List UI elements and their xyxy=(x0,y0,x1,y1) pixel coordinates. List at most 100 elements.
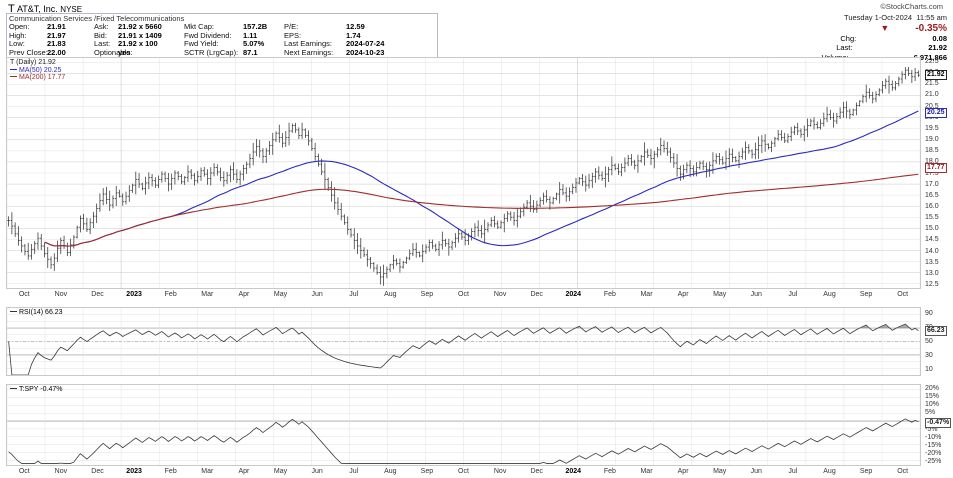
relative-strength-x-tick: May xyxy=(713,468,727,475)
quote-label: Last: xyxy=(94,39,111,49)
ma50-legend: MA(50) 20.25 xyxy=(10,67,65,75)
quote-row: Open: 21.91 xyxy=(9,22,66,32)
quote-row: Low: 21.83 xyxy=(9,39,66,49)
quote-time: 11:55 am xyxy=(916,13,947,22)
quote-value: 22.00 xyxy=(47,47,66,57)
quote-row: Last: 21.92 x 100 xyxy=(94,39,162,49)
quote-label: EPS: xyxy=(284,30,302,40)
quote-row: Prev Close:22.00 xyxy=(9,47,66,58)
relative-strength-x-tick: Apr xyxy=(238,468,250,475)
rsi-y-tick: 30 xyxy=(925,351,933,359)
quote-column-3: Mkt Cap: 157.2B Fwd Dividend: 1.11 Fwd Yie… xyxy=(184,22,267,58)
price-x-tick: Mar xyxy=(640,291,653,298)
price-x-tick: Sep xyxy=(859,291,873,298)
relative-strength-x-tick: Jul xyxy=(349,468,359,475)
quote-label: Last Earnings: xyxy=(284,39,332,49)
axis-value-label: 17.77 xyxy=(925,162,947,173)
right-quote-block: Tuesday 1-Oct-2024 11:55 am ▼ -0.35% Chg:… xyxy=(782,13,947,62)
price-x-tick: Feb xyxy=(603,291,616,298)
relative-strength-y-tick: -10% xyxy=(925,433,942,441)
price-y-tick: 18.0 xyxy=(925,158,939,166)
stockcharts-credit: ©StockCharts.com xyxy=(880,2,943,11)
quote-label: Last: xyxy=(836,43,853,53)
quote-label: Ask: xyxy=(94,22,109,31)
price-y-tick: 16.5 xyxy=(925,191,939,199)
price-x-tick: Jul xyxy=(349,291,359,298)
price-x-tick: Jul xyxy=(788,291,798,298)
axis-value-label: -0.47% xyxy=(925,417,952,428)
quote-datetime: Tuesday 1-Oct-2024 11:55 am xyxy=(782,13,947,22)
quote-row: EPS: 1.74 xyxy=(284,30,384,41)
quote-value: 1.74 xyxy=(346,30,361,40)
quote-row: Bid: 21.91 x 1409 xyxy=(94,30,162,41)
quote-row: Optionable:yes xyxy=(94,48,162,58)
quote-row: Ask: 21.92 x 5660 xyxy=(94,22,162,32)
price-y-tick: 13.0 xyxy=(925,269,939,277)
rs-color-swatch xyxy=(10,388,17,389)
price-y-tick: 16.0 xyxy=(925,202,939,210)
relative-strength-x-tick: Aug xyxy=(384,468,397,475)
relative-strength-x-tick: Jun xyxy=(750,468,762,475)
quote-row: P/E: 12.59 xyxy=(284,22,384,32)
quote-label: Bid: xyxy=(94,30,107,40)
price-x-tick: Oct xyxy=(458,291,469,298)
sector-industry: Communication Services /Fixed Telecommun… xyxy=(9,14,185,23)
relative-strength-x-tick: May xyxy=(273,468,288,475)
quote-row: SCTR (LrgCap): 87.1 xyxy=(184,47,267,58)
axis-value-label: 21.92 xyxy=(925,70,947,81)
price-y-tick: 19.5 xyxy=(925,124,939,132)
rsi-chart-panel[interactable]: RSI(14) 66.23 xyxy=(6,307,921,376)
quote-label: Fwd Dividend: xyxy=(184,30,232,40)
quote-row: Last: 21.92 xyxy=(782,43,947,52)
relative-strength-x-tick: Feb xyxy=(603,468,616,475)
rsi-y-axis: 907050301066.23 xyxy=(925,307,953,376)
rsi-y-tick: 50 xyxy=(925,338,933,345)
price-chart-panel[interactable]: T (Daily) 21.92 MA(50) 20.25 MA(200) 17.… xyxy=(6,57,921,289)
relative-strength-x-tick: Oct xyxy=(458,468,469,475)
price-y-tick: 13.5 xyxy=(925,258,939,266)
relative-strength-y-tick: -5% xyxy=(925,425,938,433)
quote-value: 21.92 x 100 xyxy=(118,39,158,49)
quote-row: High: 21.97 xyxy=(9,30,66,41)
price-x-tick: Nov xyxy=(54,291,68,298)
price-x-tick: Nov xyxy=(493,291,507,298)
quote-value: 21.97 xyxy=(47,30,66,40)
price-x-tick: Sep xyxy=(420,291,434,298)
relative-strength-chart-panel[interactable]: T:SPY -0.47% xyxy=(6,384,921,466)
relative-strength-x-tick: Dec xyxy=(530,468,543,475)
rsi-legend: RSI(14) 66.23 xyxy=(10,309,63,317)
relative-strength-y-tick: -25% xyxy=(925,457,942,465)
relative-strength-x-tick: Nov xyxy=(493,468,507,475)
exchange-name: NYSE xyxy=(60,5,83,14)
quote-label: High: xyxy=(9,30,27,40)
price-x-tick: Jun xyxy=(311,291,323,298)
price-y-tick: 14.5 xyxy=(925,236,939,244)
relative-strength-x-tick: Sep xyxy=(420,468,434,475)
price-y-tick: 17.5 xyxy=(925,169,939,177)
price-y-tick: 15.5 xyxy=(925,214,939,222)
relative-strength-y-tick: -15% xyxy=(925,441,942,449)
quote-label: SCTR (LrgCap): xyxy=(184,47,239,57)
relative-strength-x-tick: Feb xyxy=(164,468,177,475)
price-y-tick: 22.5 xyxy=(925,57,939,65)
relative-strength-x-tick: Dec xyxy=(91,468,104,475)
price-x-tick: Apr xyxy=(238,291,250,298)
quote-label: Next Earnings: xyxy=(284,47,334,57)
relative-strength-x-tick: Mar xyxy=(201,468,214,475)
quote-box: Communication Services /Fixed Telecommun… xyxy=(6,13,438,58)
price-x-tick: May xyxy=(273,291,288,298)
ma50-color-swatch xyxy=(10,68,17,70)
ma50-legend-label: MA(50) 20.25 xyxy=(19,66,62,74)
quote-value: 0.08 xyxy=(932,34,947,43)
relative-strength-y-tick: 5% xyxy=(925,409,936,417)
relative-strength-x-tick: Jul xyxy=(788,468,798,475)
relative-strength-y-tick: 10% xyxy=(925,401,940,409)
price-x-tick: Mar xyxy=(201,291,214,298)
axis-value-label: 66.23 xyxy=(925,326,947,337)
company-name: AT&T, Inc. xyxy=(16,4,58,14)
price-x-tick: 2024 xyxy=(565,291,582,298)
price-x-tick: Dec xyxy=(530,291,543,298)
quote-label: P/E: xyxy=(284,22,299,31)
price-y-tick: 15.0 xyxy=(925,225,939,233)
